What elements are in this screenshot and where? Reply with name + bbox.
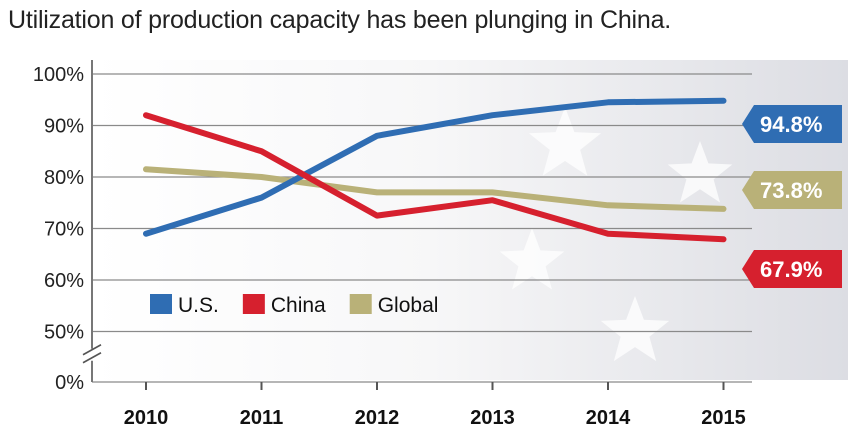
end-label-text: 67.9% bbox=[760, 257, 822, 282]
axis-break-mark bbox=[82, 352, 102, 364]
star-icon bbox=[499, 228, 565, 290]
grid-lines bbox=[92, 73, 752, 383]
end-label-box bbox=[742, 105, 842, 143]
y-tick-label: 50% bbox=[44, 322, 84, 344]
series-lines bbox=[143, 97, 727, 243]
series-line-china bbox=[143, 112, 727, 243]
legend-swatch bbox=[349, 294, 372, 314]
star-icon bbox=[667, 141, 733, 203]
axis-break-mark bbox=[82, 344, 102, 356]
end-labels: 94.8% 67.9% 73.8% bbox=[742, 105, 842, 288]
star-icon bbox=[600, 296, 670, 362]
x-tick-label: 2010 bbox=[124, 407, 169, 429]
end-label-box bbox=[742, 250, 842, 288]
x-tick-label: 2012 bbox=[355, 407, 400, 429]
y-tick-label: 60% bbox=[44, 270, 84, 292]
legend-label: U.S. bbox=[178, 294, 219, 317]
y-tick-label: 70% bbox=[44, 219, 84, 241]
series-line-global bbox=[143, 166, 727, 212]
star-icon bbox=[528, 107, 602, 176]
y-tick-label: 90% bbox=[44, 116, 84, 138]
star-decorations bbox=[499, 107, 733, 362]
end-label-text: 94.8% bbox=[760, 112, 822, 137]
y-tick-label: 0% bbox=[55, 372, 84, 394]
x-tick-label: 2011 bbox=[240, 407, 283, 429]
y-axis-ticks: 100% 90% 80% 70% 60% 50% 0% bbox=[33, 64, 84, 394]
legend-label: China bbox=[271, 294, 326, 317]
x-axis-ticks: 2010 2011 2012 2013 2014 2015 bbox=[124, 382, 746, 429]
chart-title: Utilization of production capacity has b… bbox=[8, 6, 672, 34]
end-label-box bbox=[742, 171, 842, 209]
x-tick-label: 2015 bbox=[701, 407, 746, 429]
axes bbox=[82, 60, 102, 382]
legend-swatch bbox=[242, 294, 265, 314]
x-tick-label: 2013 bbox=[470, 407, 515, 429]
y-tick-label: 80% bbox=[44, 167, 84, 189]
y-tick-label: 100% bbox=[33, 64, 84, 86]
x-tick-label: 2014 bbox=[586, 407, 631, 429]
end-label-text: 73.8% bbox=[760, 178, 822, 203]
plot-background bbox=[92, 60, 848, 380]
legend: U.S. China Global bbox=[150, 294, 438, 317]
series-line-us bbox=[143, 97, 727, 237]
legend-swatch bbox=[150, 294, 172, 314]
legend-label: Global bbox=[378, 294, 439, 317]
